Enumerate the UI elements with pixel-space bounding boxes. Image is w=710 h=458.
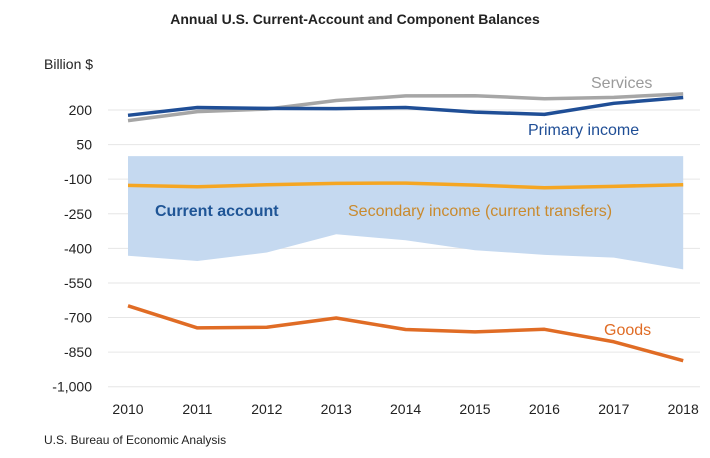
x-tick-label: 2017 (598, 401, 629, 417)
series-label: Primary income (528, 122, 639, 139)
secondary-line (127, 181, 684, 190)
y-axis-label: Billion $ (44, 56, 93, 72)
y-tick-label: -100 (64, 171, 92, 187)
series-label: Secondary income (current transfers) (348, 203, 612, 220)
series-label: Current account (155, 203, 279, 220)
source-note: U.S. Bureau of Economic Analysis (44, 433, 226, 447)
goods-line (127, 304, 684, 363)
x-tick-label: 2018 (668, 401, 699, 417)
series-label: Services (591, 75, 652, 92)
y-tick-label: 50 (76, 137, 92, 153)
chart-title: Annual U.S. Current-Account and Componen… (170, 11, 540, 27)
y-tick-label: -1,000 (52, 379, 92, 395)
x-tick-label: 2012 (251, 401, 282, 417)
x-tick-label: 2013 (321, 401, 352, 417)
x-tick-label: 2011 (182, 401, 212, 417)
y-tick-label: -250 (64, 206, 92, 222)
x-tick-label: 2010 (112, 401, 143, 417)
x-tick-label: 2016 (529, 401, 560, 417)
x-tick-label: 2014 (390, 401, 421, 417)
y-tick-label: -850 (64, 344, 92, 360)
y-tick-label: -700 (64, 310, 92, 326)
series-label: Goods (604, 322, 651, 339)
y-tick-label: 200 (69, 102, 93, 118)
services-line (127, 92, 684, 123)
y-tick-label: -400 (64, 240, 92, 256)
x-tick-label: 2015 (459, 401, 490, 417)
y-tick-label: -550 (64, 275, 92, 291)
primary-line (127, 95, 684, 118)
